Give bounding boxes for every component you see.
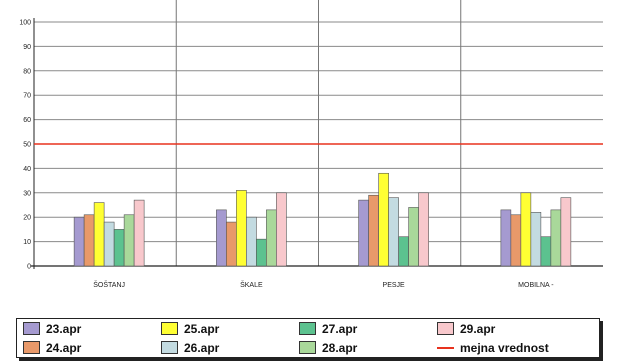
bar	[540, 236, 552, 267]
legend-label: 28.apr	[322, 340, 358, 355]
bar	[500, 209, 512, 267]
legend-item: 23.apr	[23, 319, 161, 338]
legend-swatch	[23, 322, 40, 335]
y-tick-label: 40	[23, 166, 31, 173]
bar	[246, 216, 257, 267]
bar	[103, 221, 115, 267]
bar	[266, 209, 277, 267]
y-tick-label: 70	[23, 93, 31, 100]
bar	[418, 192, 429, 267]
bar	[226, 221, 237, 267]
bar	[560, 197, 572, 267]
y-tick-label: 60	[23, 117, 31, 124]
legend-item: 29.apr	[437, 319, 597, 338]
category-label: ŠOŠTANJ	[93, 280, 125, 289]
bar	[550, 209, 562, 267]
y-tick-label: 50	[23, 142, 31, 149]
bar	[123, 214, 135, 267]
legend-swatch	[161, 341, 178, 354]
legend-label: 29.apr	[460, 321, 496, 336]
legend-swatch	[437, 322, 454, 335]
bar	[236, 190, 247, 267]
legend-label: 24.apr	[46, 340, 82, 355]
y-tick-label: 80	[23, 68, 31, 75]
bar	[83, 214, 95, 267]
legend-item: mejna vrednost	[437, 338, 597, 357]
bar	[530, 212, 542, 267]
bar	[358, 199, 369, 267]
y-tick-label: 100	[19, 20, 31, 27]
category-label: MOBILNA -	[518, 282, 554, 289]
bar	[113, 229, 125, 267]
bar	[408, 207, 419, 267]
bar	[510, 214, 522, 267]
bar	[368, 194, 379, 267]
legend-label: 25.apr	[184, 321, 220, 336]
legend-label: 26.apr	[184, 340, 220, 355]
bar	[216, 209, 227, 267]
axis-labels: 0 10 20 30 40 50 60 70 80 90 100 ŠOŠTANJ ŠKALE PESJE M…	[19, 20, 554, 290]
bar	[388, 197, 399, 267]
y-tick-label: 20	[23, 215, 31, 222]
bar-chart: 0 10 20 30 40 50 60 70 80 90 100 ŠOŠTANJ ŠKALE PESJE M…	[19, 0, 603, 290]
legend-item: 24.apr	[23, 338, 161, 357]
y-tick-label: 30	[23, 190, 31, 197]
y-tick-label: 10	[23, 239, 31, 246]
legend: 23.apr 24.apr 25.apr 26.apr 27.apr 28.apr 29.a…	[16, 318, 600, 358]
legend-swatch	[299, 322, 316, 335]
legend-item: 25.apr	[161, 319, 299, 338]
category-label: ŠKALE	[240, 280, 263, 289]
y-tick-label: 0	[27, 264, 31, 271]
bar	[398, 236, 409, 267]
bar	[133, 199, 145, 267]
bar	[276, 192, 287, 267]
legend-label: mejna vrednost	[460, 340, 549, 355]
bar	[73, 216, 85, 267]
legend-label: 27.apr	[322, 321, 358, 336]
bar	[520, 192, 532, 267]
legend-swatch	[299, 341, 316, 354]
bar	[256, 238, 267, 267]
category-label: PESJE	[383, 282, 406, 289]
y-tick-label: 90	[23, 44, 31, 51]
legend-line-swatch	[437, 346, 454, 349]
legend-label: 23.apr	[46, 321, 82, 336]
bar	[93, 202, 105, 267]
legend-item: 28.apr	[299, 338, 437, 357]
legend-item: 27.apr	[299, 319, 437, 338]
legend-item: 26.apr	[161, 338, 299, 357]
legend-swatch	[23, 341, 40, 354]
legend-swatch	[161, 322, 178, 335]
bars	[34, 143, 603, 267]
bar	[378, 172, 389, 267]
